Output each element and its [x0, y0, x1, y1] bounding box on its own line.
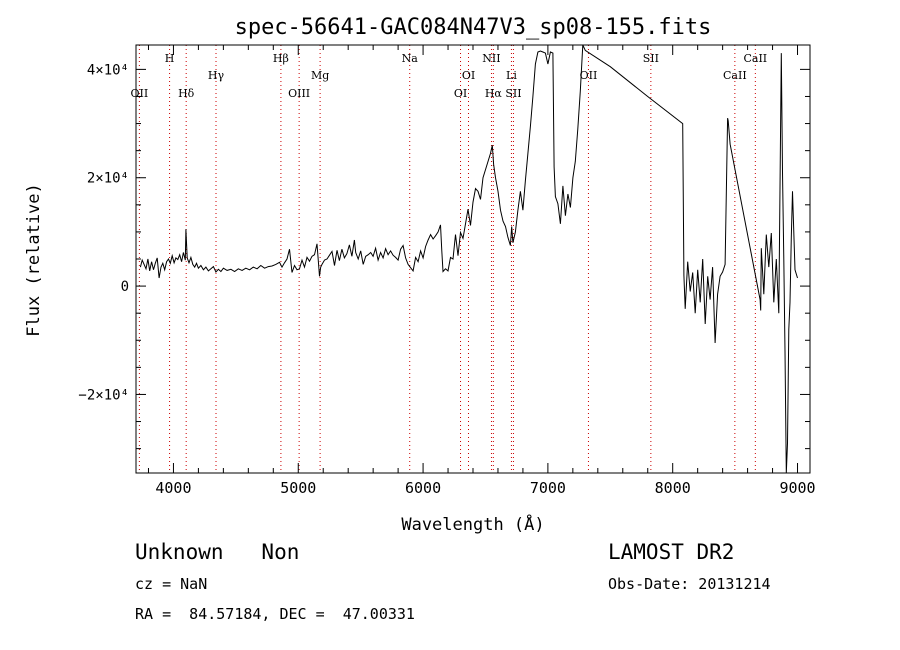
spectrum-line-group	[139, 45, 798, 473]
x-tick-label: 7000	[530, 479, 566, 497]
y-tick-label: 0	[121, 279, 129, 295]
observation-date: Obs-Date: 20131214	[608, 575, 771, 593]
feature-label: OII	[580, 69, 598, 82]
spectrum-line	[139, 45, 798, 473]
feature-label: SII	[643, 52, 659, 65]
feature-label: NII	[482, 52, 500, 65]
x-axis: 4000 5000 6000 7000 8000 9000	[147, 45, 816, 497]
feature-label: Hγ	[208, 69, 225, 82]
feature-label: CaII	[743, 52, 767, 65]
y-axis-label: Flux (relative)	[24, 183, 44, 337]
feature-label: OI	[454, 87, 467, 100]
y-tick-label: 2×10⁴	[87, 171, 129, 187]
feature-label: Hβ	[273, 52, 289, 65]
y-tick-label: 4×10⁴	[87, 62, 129, 78]
feature-label: Hδ	[178, 87, 195, 100]
feature-label: H	[165, 52, 175, 65]
redshift-value: cz = NaN	[135, 575, 208, 593]
feature-markers	[138, 45, 756, 473]
coordinates: RA = 84.57184, DEC = 47.00331	[135, 605, 415, 623]
object-class: Unknown Non	[135, 540, 300, 564]
x-tick-label: 5000	[280, 479, 316, 497]
survey-name: LAMOST DR2	[608, 540, 735, 564]
x-tick-label: 4000	[155, 479, 191, 497]
feature-label: Hα	[485, 87, 503, 100]
y-tick-label: −2×10⁴	[78, 387, 129, 403]
x-axis-label: Wavelength (Å)	[401, 513, 544, 535]
feature-label: Li	[506, 69, 517, 82]
feature-label: OII	[131, 87, 149, 100]
feature-label: CaII	[723, 69, 747, 82]
feature-label: SII	[505, 87, 521, 100]
feature-label: Na	[402, 52, 419, 65]
x-tick-label: 6000	[405, 479, 441, 497]
y-axis: −2×10⁴ 0 2×10⁴ 4×10⁴	[78, 62, 810, 450]
chart-title: spec-56641-GAC084N47V3_sp08-155.fits	[235, 15, 712, 40]
feature-label: OI	[462, 69, 475, 82]
plot-frame	[135, 44, 811, 474]
feature-label: OIII	[288, 87, 310, 100]
x-tick-label: 9000	[779, 479, 815, 497]
feature-label: Mg	[311, 69, 329, 82]
x-tick-label: 8000	[655, 479, 691, 497]
